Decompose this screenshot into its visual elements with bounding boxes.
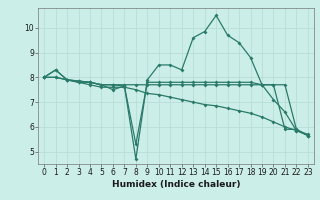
X-axis label: Humidex (Indice chaleur): Humidex (Indice chaleur) <box>112 180 240 189</box>
